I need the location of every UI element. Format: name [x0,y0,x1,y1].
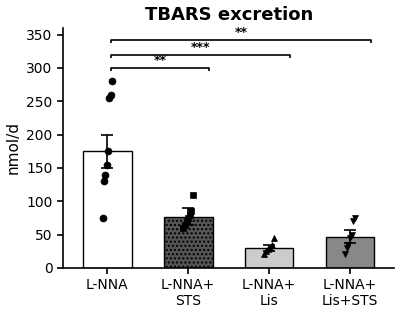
Bar [245,248,293,268]
Text: **: ** [234,26,247,39]
Text: **: ** [154,54,166,67]
Y-axis label: nmol/d: nmol/d [6,121,20,174]
Bar [164,217,212,268]
Title: TBARS excretion: TBARS excretion [144,6,313,24]
Text: ***: *** [191,41,210,54]
Bar [326,236,374,268]
Bar [83,151,132,268]
